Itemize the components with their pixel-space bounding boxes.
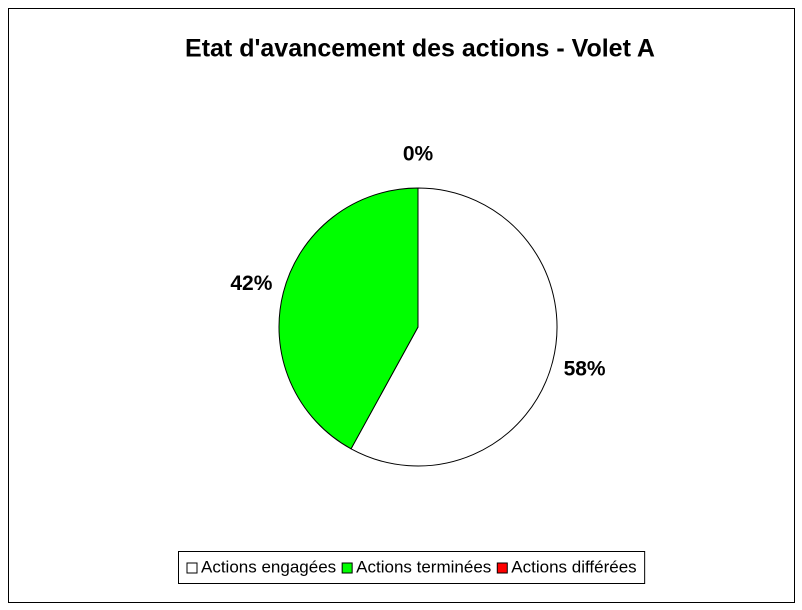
chart-title: Etat d'avancement des actions - Volet A <box>185 35 655 63</box>
legend-swatch <box>186 562 198 574</box>
data-label: 0% <box>403 143 434 166</box>
data-label: 58% <box>564 357 606 380</box>
legend-swatch <box>496 562 508 574</box>
legend-swatch <box>341 562 353 574</box>
data-label: 42% <box>230 272 272 295</box>
legend-label: Actions engagées <box>201 557 336 576</box>
pie-slice <box>278 187 419 450</box>
legend-box <box>178 551 646 584</box>
legend-label: Actions terminées <box>356 557 491 576</box>
legend-label: Actions différées <box>511 557 636 576</box>
pie-slice <box>350 187 558 467</box>
